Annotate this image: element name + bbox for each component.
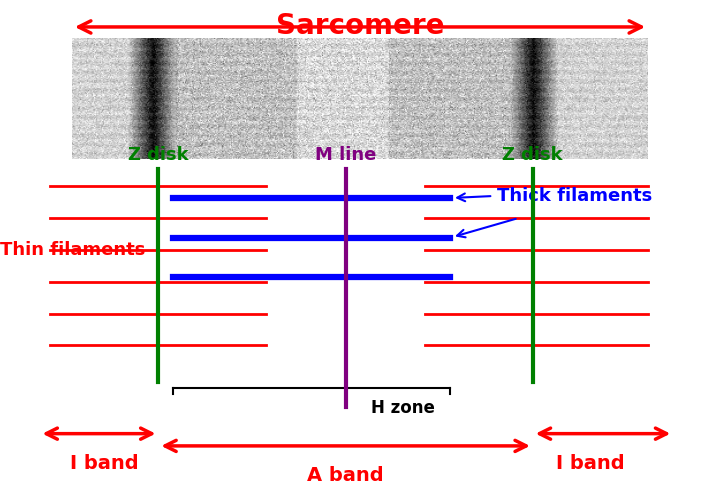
Text: Z disk: Z disk xyxy=(128,146,189,164)
Text: Thin filaments: Thin filaments xyxy=(0,241,145,259)
Text: A band: A band xyxy=(307,466,384,485)
Text: I band: I band xyxy=(70,454,139,472)
Text: Z disk: Z disk xyxy=(503,146,563,164)
Text: H zone: H zone xyxy=(371,399,435,417)
Text: M line: M line xyxy=(315,146,377,164)
Text: Thick filaments: Thick filaments xyxy=(497,187,652,205)
Text: Sarcomere: Sarcomere xyxy=(276,12,444,40)
Text: I band: I band xyxy=(556,454,625,472)
